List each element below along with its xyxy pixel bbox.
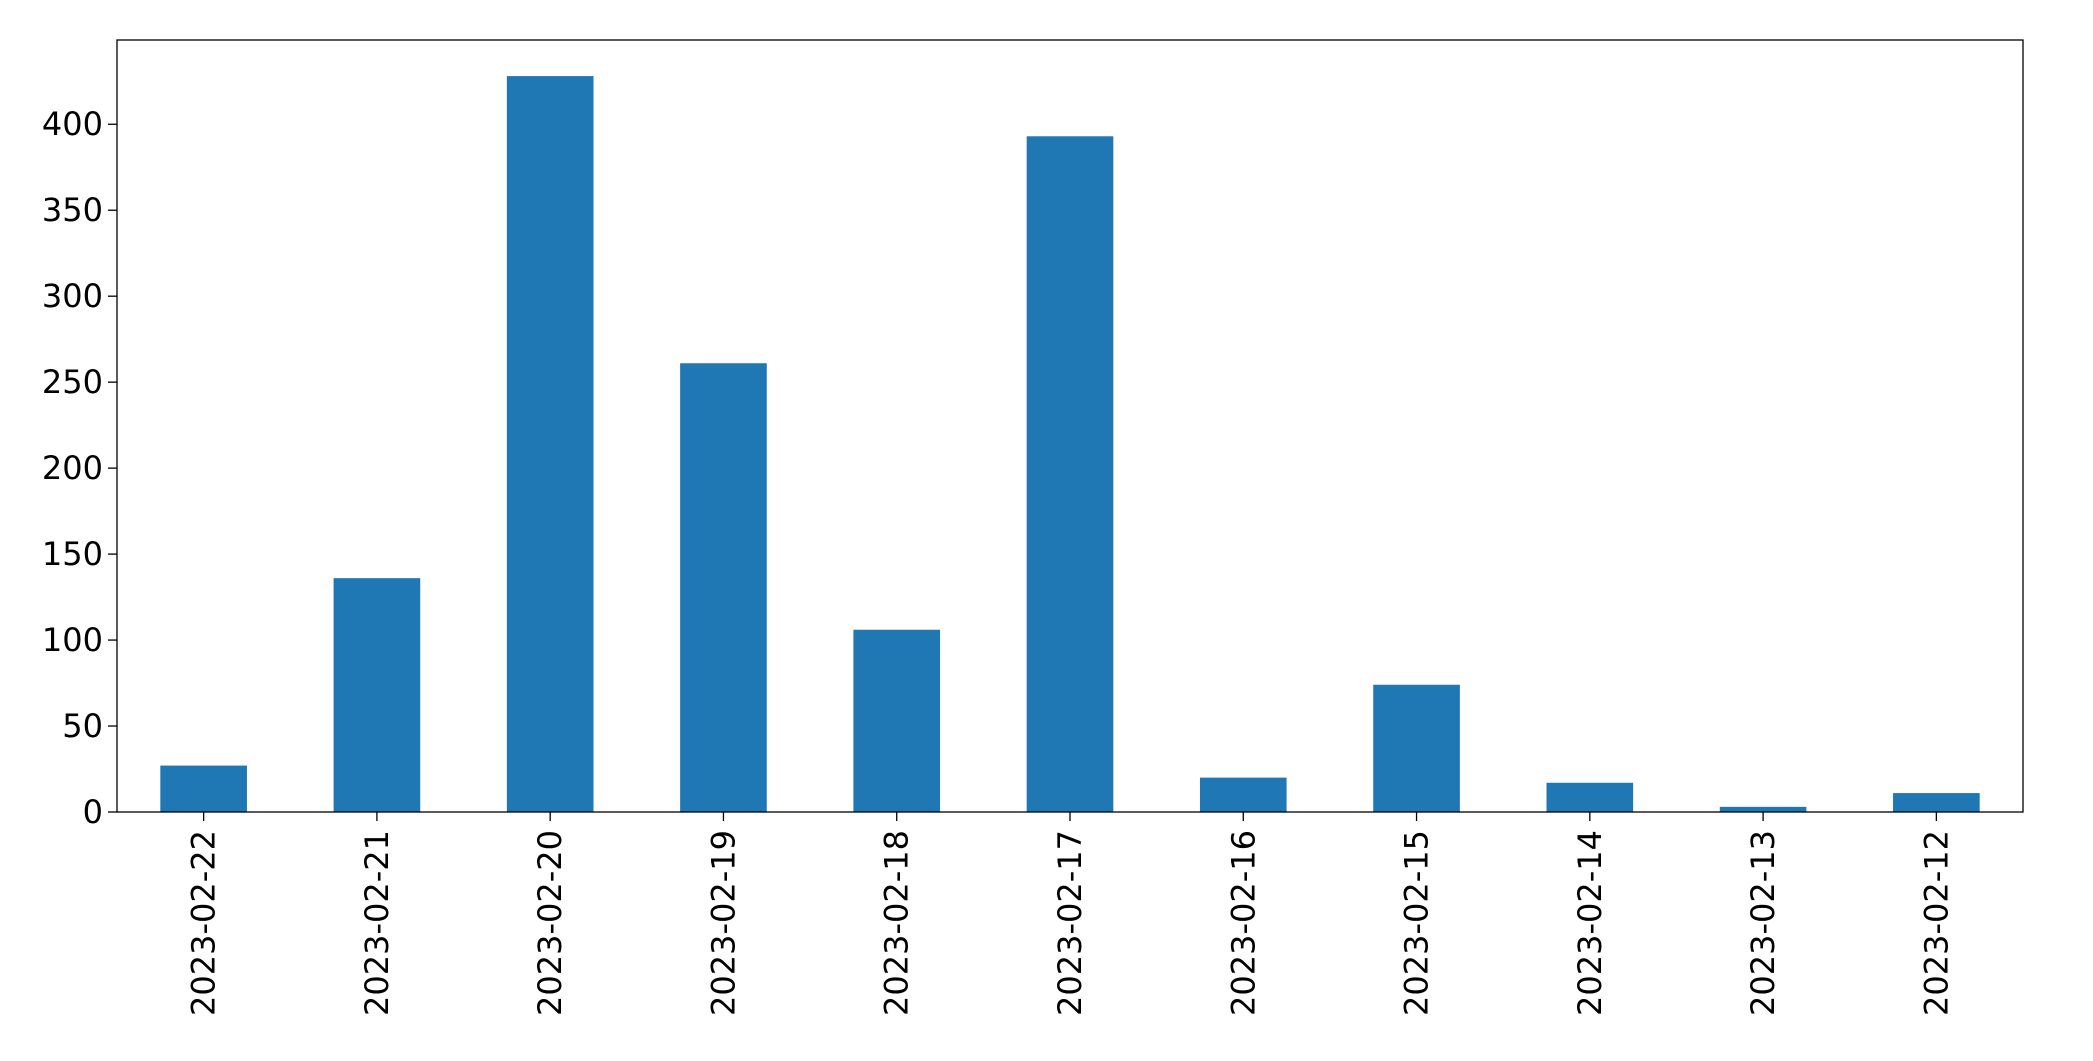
y-tick-label: 150 bbox=[42, 535, 103, 573]
bar-2023-02-17 bbox=[1026, 136, 1114, 812]
x-tick-label: 2023-02-12 bbox=[1917, 830, 1955, 1016]
x-axis: 2023-02-22 2023-02-21 2023-02-20 2023-02-19… bbox=[185, 812, 1955, 1016]
bar-2023-02-18 bbox=[853, 629, 941, 812]
x-tick-label: 2023-02-19 bbox=[704, 830, 742, 1016]
bar-2023-02-14 bbox=[1546, 782, 1634, 812]
bar-2023-02-20 bbox=[506, 76, 594, 812]
bar-2023-02-19 bbox=[680, 363, 767, 812]
x-tick-label: 2023-02-13 bbox=[1744, 830, 1782, 1016]
x-tick-label: 2023-02-21 bbox=[358, 830, 396, 1016]
x-tick-label: 2023-02-15 bbox=[1398, 830, 1436, 1016]
x-tick-label: 2023-02-17 bbox=[1051, 830, 1089, 1016]
bar-2023-02-22 bbox=[160, 765, 247, 812]
bar-2023-02-16 bbox=[1199, 777, 1287, 812]
bar-2023-02-21 bbox=[333, 578, 421, 812]
bar-2023-02-15 bbox=[1373, 684, 1460, 812]
y-tick-label: 350 bbox=[42, 191, 103, 229]
y-axis: 0 50 100 150 200 250 300 350 400 bbox=[42, 105, 117, 831]
y-tick-label: 300 bbox=[42, 277, 103, 315]
y-tick-label: 100 bbox=[42, 621, 103, 659]
y-tick-label: 200 bbox=[42, 449, 103, 487]
bar-2023-02-13 bbox=[1719, 806, 1807, 812]
x-tick-label: 2023-02-20 bbox=[531, 830, 569, 1016]
x-tick-label: 2023-02-16 bbox=[1224, 830, 1262, 1016]
y-tick-label: 0 bbox=[83, 793, 103, 831]
bar-2023-02-12 bbox=[1893, 793, 1980, 812]
y-tick-label: 250 bbox=[42, 363, 103, 401]
y-tick-label: 400 bbox=[42, 105, 103, 143]
y-tick-label: 50 bbox=[62, 707, 103, 745]
x-tick-label: 2023-02-22 bbox=[185, 830, 223, 1016]
bar-series bbox=[160, 76, 1980, 812]
x-tick-label: 2023-02-14 bbox=[1571, 830, 1609, 1016]
x-tick-label: 2023-02-18 bbox=[878, 830, 916, 1016]
